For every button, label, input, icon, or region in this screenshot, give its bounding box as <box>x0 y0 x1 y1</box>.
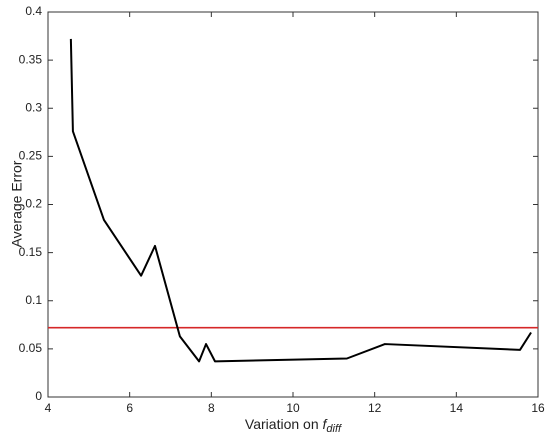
y-tick-label: 0.3 <box>25 100 42 114</box>
x-tick-label: 8 <box>208 401 215 415</box>
x-tick-label: 4 <box>45 401 52 415</box>
y-tick-label: 0.35 <box>19 52 43 66</box>
data-line <box>69 38 532 363</box>
y-tick-label: 0.4 <box>25 4 42 18</box>
x-tick-label: 10 <box>286 401 300 415</box>
y-axis-title: Average Error <box>9 160 25 247</box>
x-tick-label: 12 <box>368 401 382 415</box>
y-tick-label: 0.2 <box>25 197 42 211</box>
plot-frame <box>47 11 539 398</box>
x-axis-title-symbol: f <box>323 416 329 432</box>
x-tick-label: 6 <box>126 401 133 415</box>
x-tick-label: 14 <box>450 401 464 415</box>
x-axis-title-text: Variation on <box>245 416 319 432</box>
y-tick-label: 0.15 <box>19 245 43 259</box>
y-tick-label: 0.05 <box>19 341 43 355</box>
y-tick-label: 0.1 <box>25 293 42 307</box>
x-axis-title-subscript: diff <box>326 423 342 435</box>
y-tick-label: 0 <box>35 389 42 403</box>
y-tick-label: 0.25 <box>19 149 43 163</box>
x-tick-label: 16 <box>531 401 545 415</box>
x-axis-title: Variation on fdiff <box>245 416 342 435</box>
